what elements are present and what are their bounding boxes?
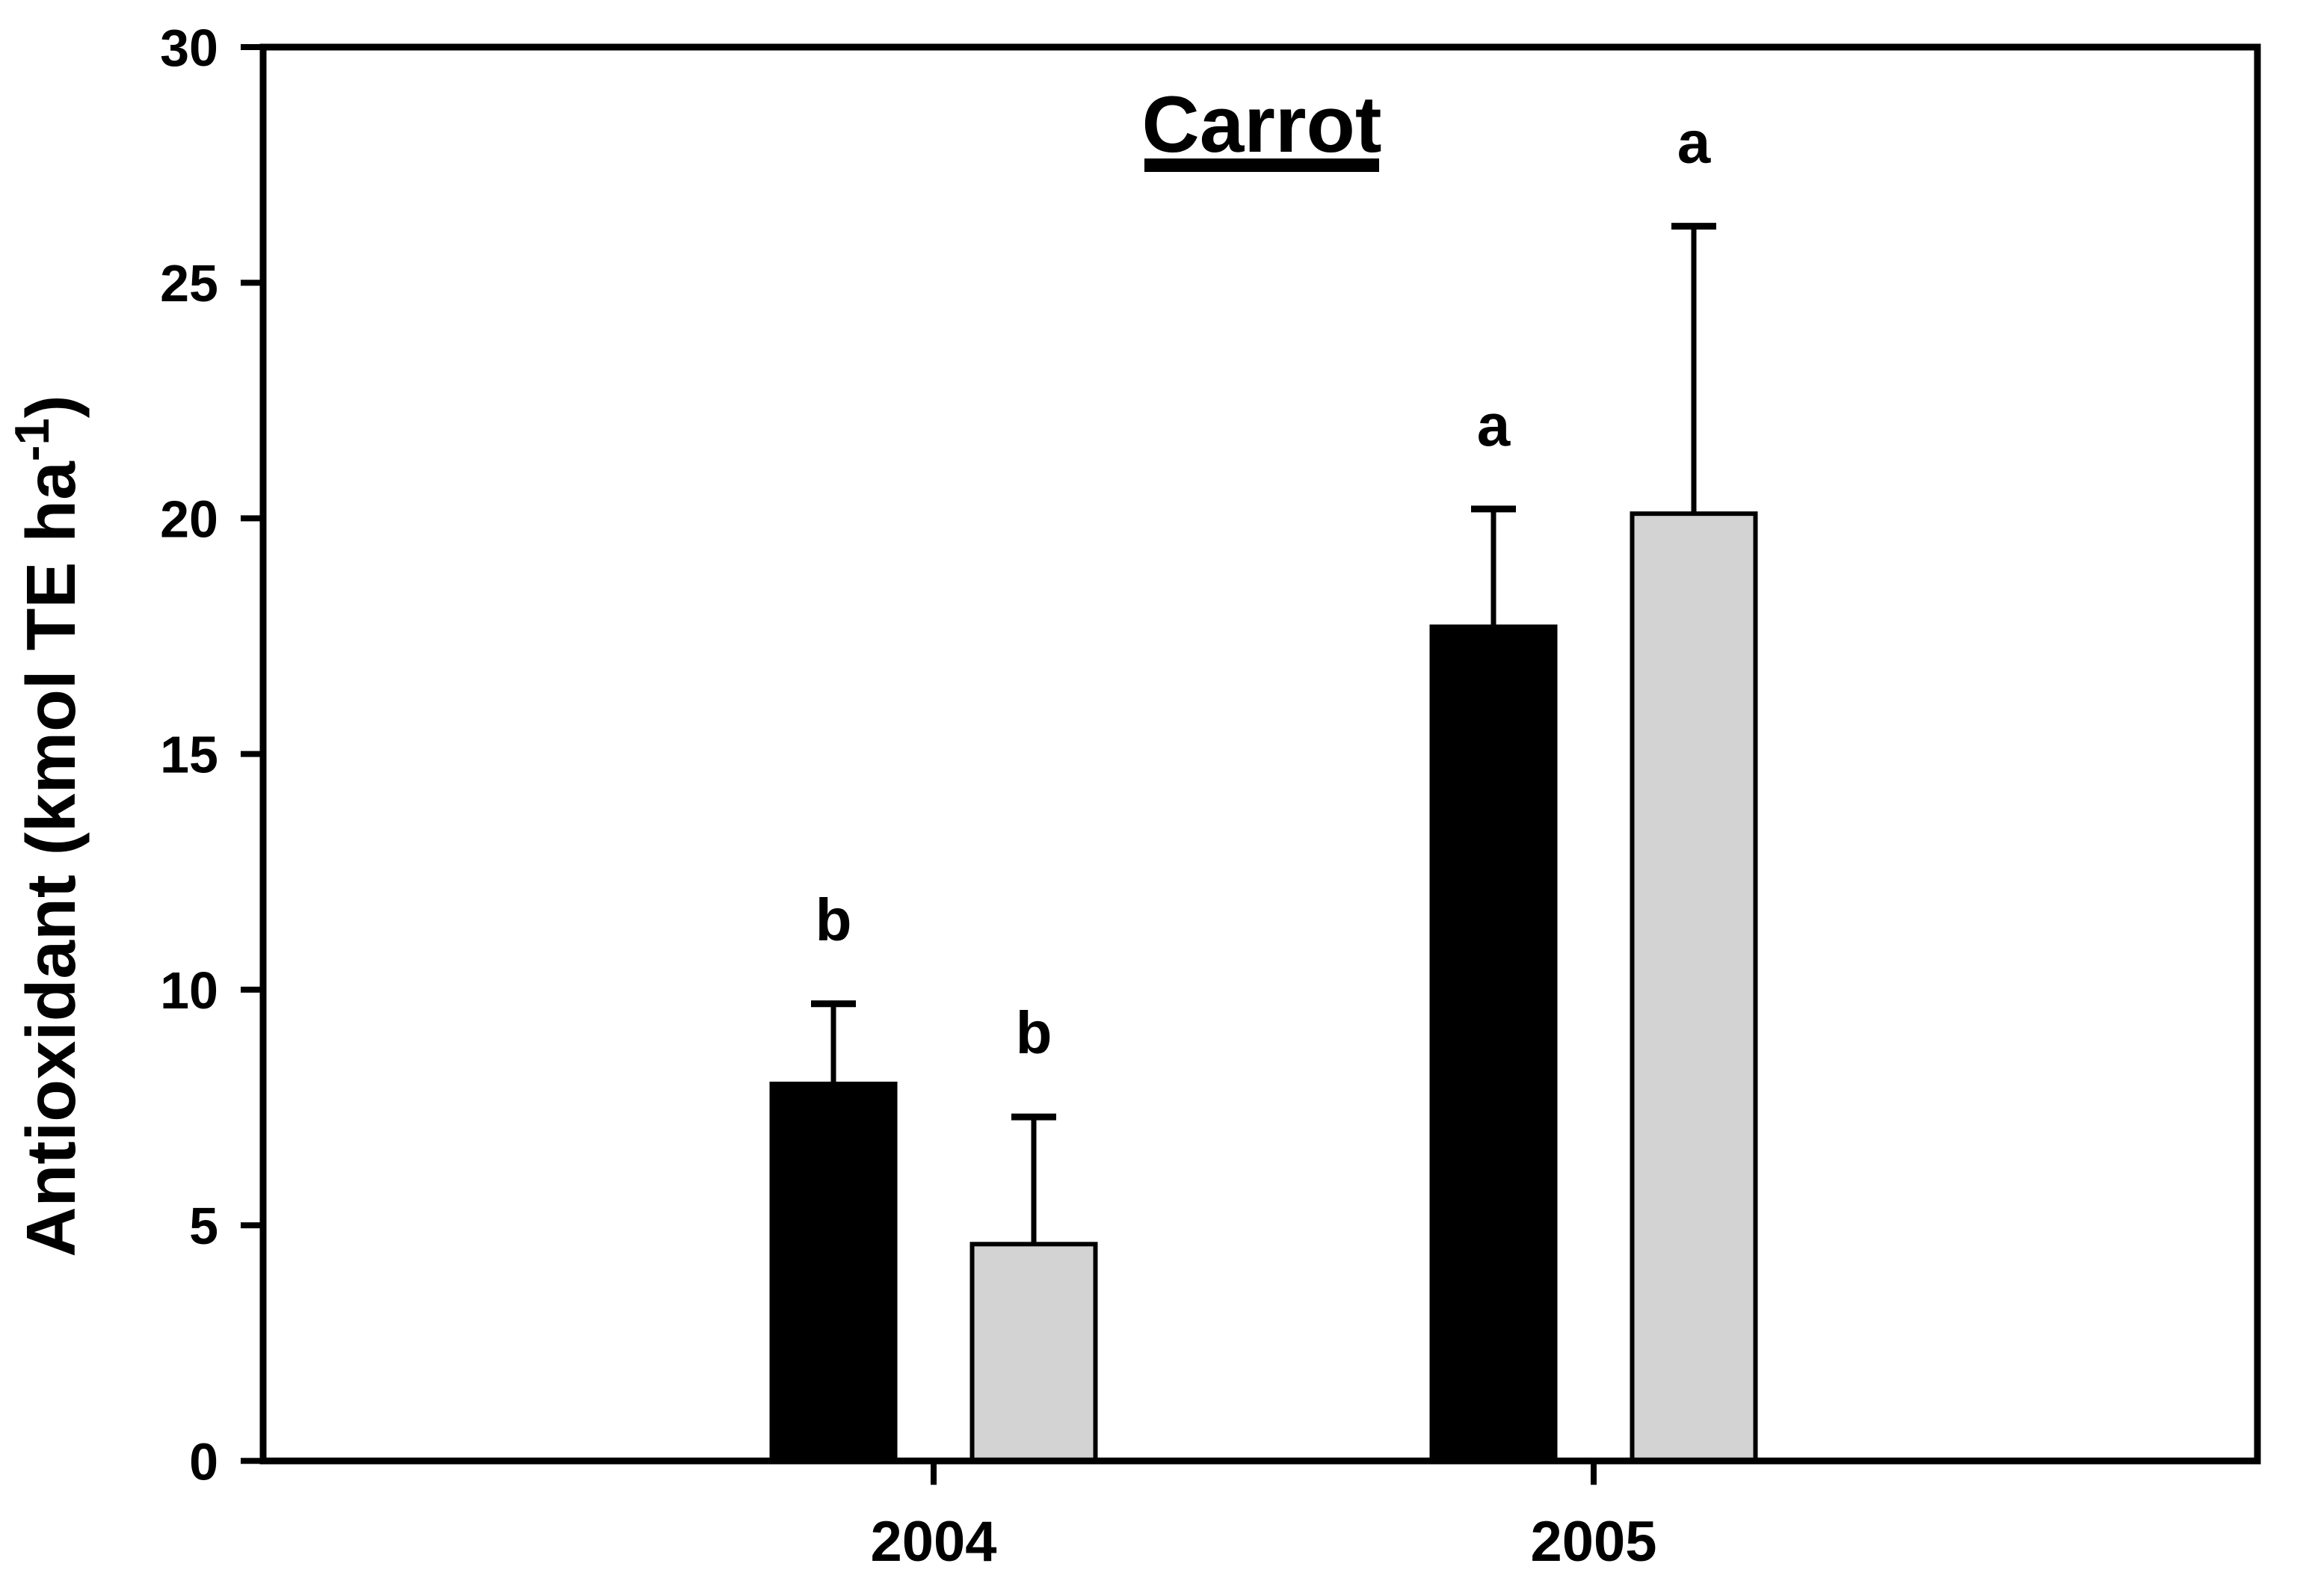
chart-title: Carrot xyxy=(1141,79,1381,169)
sig-letter-gray-bars-2004: b xyxy=(1016,999,1052,1066)
y-tick-label-5: 5 xyxy=(189,1197,218,1255)
y-tick-label-0: 0 xyxy=(189,1432,218,1491)
labels-layer: b a b a 0 5 10 15 20 25 30 2004 2005 Antioxidant (kmo… xyxy=(4,19,1711,1574)
sig-letter-black-bars-2005: a xyxy=(1477,392,1511,458)
bar-black-bars-2004 xyxy=(769,1081,898,1464)
sig-letter-gray-bars-2005: a xyxy=(1677,109,1711,176)
x-tick-label-2004: 2004 xyxy=(870,1510,996,1574)
axes-layer xyxy=(241,43,2261,1485)
bar-black-bars-2005 xyxy=(1429,624,1558,1464)
bars-layer xyxy=(769,223,1758,1464)
bar-gray-bars-2004 xyxy=(969,1242,1098,1464)
x-tick-label-2005: 2005 xyxy=(1530,1510,1656,1574)
y-tick-label-20: 20 xyxy=(160,490,218,548)
y-axis-label: Antioxidant (kmol TE ha-1) xyxy=(4,395,90,1257)
y-tick-label-30: 30 xyxy=(160,19,218,77)
y-tick-label-25: 25 xyxy=(160,254,218,312)
sig-letter-black-bars-2004: b xyxy=(816,887,852,953)
y-tick-label-10: 10 xyxy=(160,961,218,1020)
bar-gray-bars-2005 xyxy=(1630,511,1758,1464)
y-tick-label-15: 15 xyxy=(160,726,218,784)
plot-frame xyxy=(259,43,2261,1464)
